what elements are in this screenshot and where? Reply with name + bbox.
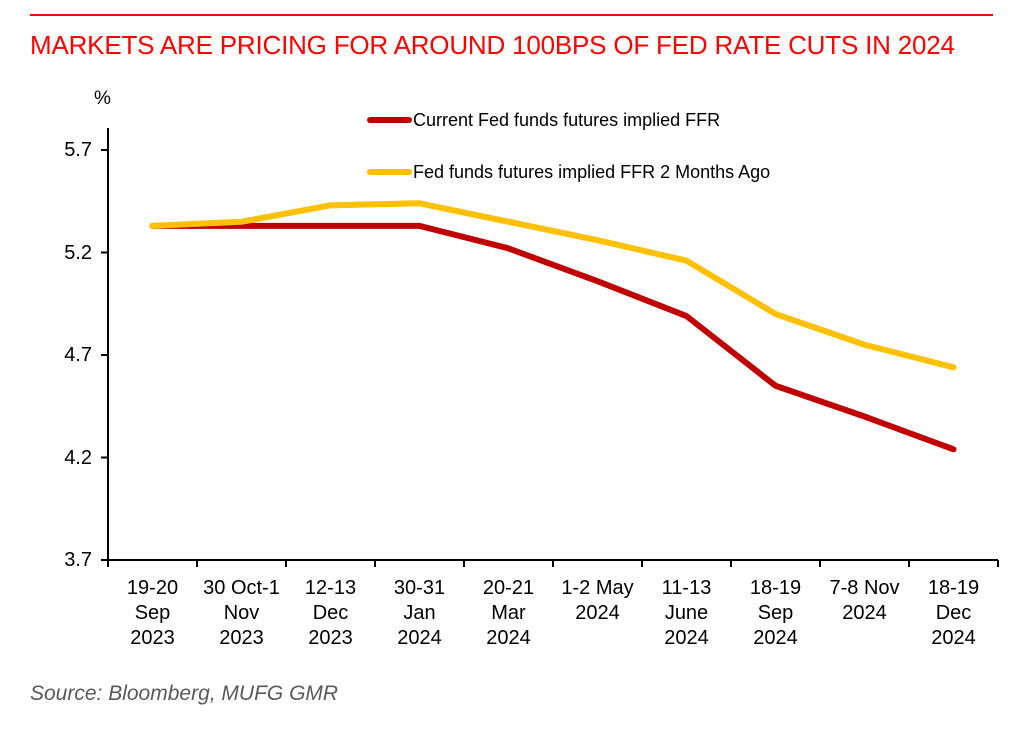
y-tick-label: 5.2: [64, 241, 92, 264]
legend-label: Fed funds futures implied FFR 2 Months A…: [413, 161, 771, 182]
x-tick-label: 19-20 Sep 2023: [126, 577, 179, 649]
x-tick-label: 30-31 Jan 2024: [393, 577, 446, 649]
y-tick-label: 4.2: [64, 446, 92, 469]
title-rule: [30, 14, 993, 16]
y-axis-unit-label: %: [94, 88, 111, 109]
legend-entry-current-ffr: Current Fed funds futures implied FFR: [367, 109, 770, 131]
y-tick-label: 5.7: [64, 139, 92, 161]
red-line-swatch-icon: [367, 117, 412, 123]
chart-legend: Current Fed funds futures implied FFR Fe…: [367, 109, 770, 213]
x-tick-label: 18-19 Sep 2024: [749, 577, 802, 649]
legend-entry-ffr-2-months-ago: Fed funds futures implied FFR 2 Months A…: [367, 161, 770, 183]
x-tick-label: 30 Oct-1 Nov 2023: [203, 577, 280, 649]
ffr-2-months-ago-line: [149, 200, 957, 371]
x-tick-label: 18-19 Dec 2024: [927, 577, 980, 649]
x-tick-label: 7-8 Nov 2024: [829, 577, 900, 624]
gold-line-swatch-icon: [367, 169, 412, 175]
legend-label: Current Fed funds futures implied FFR: [413, 109, 721, 130]
x-tick-label: 11-13 June 2024: [661, 577, 712, 649]
x-tick-label: 12-13 Dec 2023: [304, 577, 357, 649]
x-tick-label: 20-21 Mar 2024: [482, 577, 535, 649]
y-tick-label: 3.7: [64, 549, 92, 571]
x-tick-label: 1-2 May 2024: [561, 577, 634, 624]
y-tick-label: 4.7: [64, 344, 92, 366]
chart-title: MARKETS ARE PRICING FOR AROUND 100BPS OF…: [30, 30, 955, 60]
source-note: Source: Bloomberg, MUFG GMR: [30, 682, 339, 705]
current-ffr-line: [149, 222, 957, 453]
